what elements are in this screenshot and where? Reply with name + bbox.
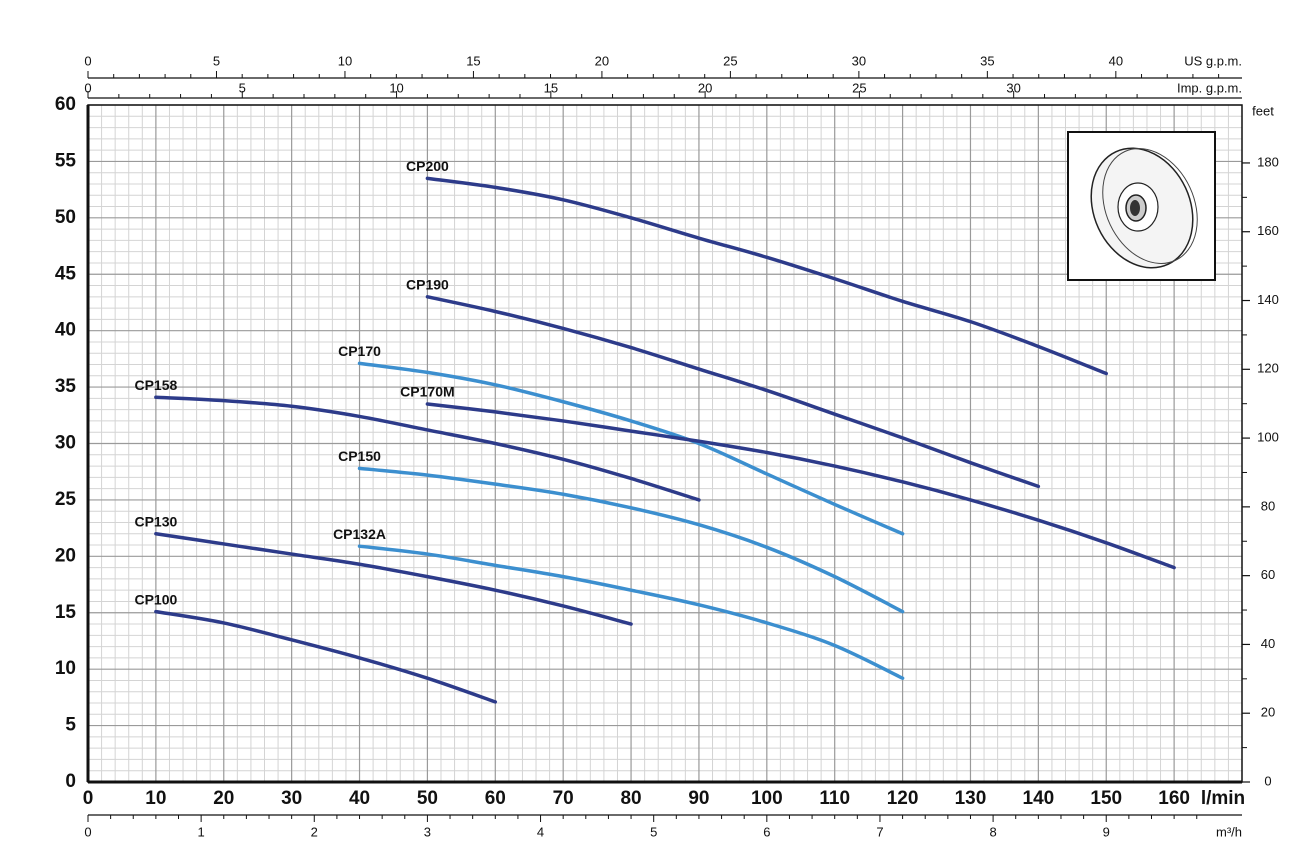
x-tick-label: 120	[887, 788, 919, 809]
x-tick-label: 0	[83, 788, 94, 809]
secondary-tick-label: 0	[84, 824, 91, 839]
secondary-tick-label: 0	[84, 53, 91, 68]
secondary-tick-label: 5	[650, 824, 657, 839]
secondary-tick-label: 35	[980, 53, 994, 68]
curve	[154, 609, 498, 704]
secondary-tick-label: 15	[544, 80, 558, 95]
x-tick-label: 40	[349, 788, 370, 809]
secondary-tick-label: 0	[84, 80, 91, 95]
x-tick-label: 110	[819, 788, 850, 809]
curve-label: CP200	[406, 158, 449, 174]
curve-label: CP100	[134, 591, 177, 607]
secondary-tick-label: 4	[537, 824, 544, 839]
secondary-tick-label: 5	[239, 80, 246, 95]
y2-tick-label: 80	[1261, 498, 1275, 513]
y2-tick-label: 160	[1257, 223, 1279, 238]
x-tick-label: 150	[1090, 788, 1122, 809]
x-tick-label: 140	[1023, 788, 1055, 809]
y2-axis-label: feet	[1252, 103, 1274, 118]
curve-label: CP150	[338, 448, 381, 464]
y2-tick-label: 20	[1261, 705, 1275, 720]
secondary-tick-label: 20	[698, 80, 712, 95]
y-tick-label: 20	[55, 545, 76, 566]
secondary-tick-label: 30	[1006, 80, 1020, 95]
y2-tick-label: 140	[1257, 292, 1279, 307]
secondary-tick-label: 25	[723, 53, 737, 68]
x-tick-label: 30	[281, 788, 302, 809]
curve	[357, 466, 905, 614]
y2-tick-label: 100	[1257, 430, 1279, 445]
curve-label: CP132A	[333, 526, 386, 542]
secondary-tick-label: 10	[389, 80, 403, 95]
y2-tick-label: 40	[1261, 636, 1275, 651]
secondary-tick-label: 15	[466, 53, 480, 68]
x-tick-label: 60	[485, 788, 506, 809]
curve-label: CP190	[406, 277, 449, 293]
curve	[357, 361, 905, 536]
y-tick-label: 60	[55, 94, 76, 115]
x-tick-label: 160	[1158, 788, 1190, 809]
curve	[425, 295, 1041, 489]
curve-label: CP170M	[400, 384, 454, 400]
y2-tick-label: 180	[1257, 154, 1279, 169]
y2-tick-label: 0	[1264, 773, 1271, 788]
x-tick-label: 80	[620, 788, 641, 809]
curve	[357, 544, 905, 680]
curve-label: CP170	[338, 343, 381, 359]
secondary-axis-label: m³/h	[1216, 824, 1242, 839]
y-tick-label: 0	[65, 771, 76, 792]
curve-label: CP130	[134, 513, 177, 529]
x-tick-label: 100	[751, 788, 783, 809]
y-tick-label: 55	[55, 150, 77, 171]
curve-label: CP158	[134, 377, 177, 393]
secondary-tick-label: 8	[989, 824, 996, 839]
secondary-tick-label: 25	[852, 80, 866, 95]
curve	[425, 176, 1108, 376]
secondary-tick-label: 6	[763, 824, 770, 839]
secondary-tick-label: 2	[311, 824, 318, 839]
y-tick-label: 25	[55, 489, 77, 510]
y-tick-label: 45	[55, 263, 77, 284]
curve	[425, 402, 1176, 570]
secondary-tick-label: 10	[338, 53, 352, 68]
curve	[154, 395, 701, 502]
secondary-tick-label: 40	[1109, 53, 1123, 68]
y-tick-label: 40	[55, 320, 76, 341]
x-tick-label: 70	[553, 788, 574, 809]
secondary-axis-label: US g.p.m.	[1184, 53, 1242, 68]
secondary-tick-label: 20	[595, 53, 609, 68]
y-tick-label: 30	[55, 433, 76, 454]
secondary-tick-label: 30	[852, 53, 866, 68]
x-tick-label: 90	[688, 788, 709, 809]
y-tick-label: 10	[55, 658, 76, 679]
x-tick-label: 130	[955, 788, 987, 809]
x-axis-label: l/min	[1201, 788, 1245, 809]
impeller-inset	[1067, 131, 1216, 281]
y2-tick-label: 60	[1261, 567, 1275, 582]
x-tick-label: 20	[213, 788, 234, 809]
secondary-tick-label: 1	[198, 824, 205, 839]
secondary-tick-label: 5	[213, 53, 220, 68]
secondary-tick-label: 9	[1103, 824, 1110, 839]
secondary-axis-label: Imp. g.p.m.	[1177, 80, 1242, 95]
x-tick-label: 10	[145, 788, 166, 809]
y-tick-label: 35	[55, 376, 77, 397]
y-tick-label: 50	[55, 207, 76, 228]
secondary-tick-label: 3	[424, 824, 431, 839]
y-tick-label: 5	[65, 715, 76, 736]
secondary-tick-label: 7	[876, 824, 883, 839]
curve	[154, 532, 633, 626]
y-tick-label: 15	[55, 602, 77, 623]
y2-tick-label: 120	[1257, 361, 1279, 376]
x-tick-label: 50	[417, 788, 438, 809]
